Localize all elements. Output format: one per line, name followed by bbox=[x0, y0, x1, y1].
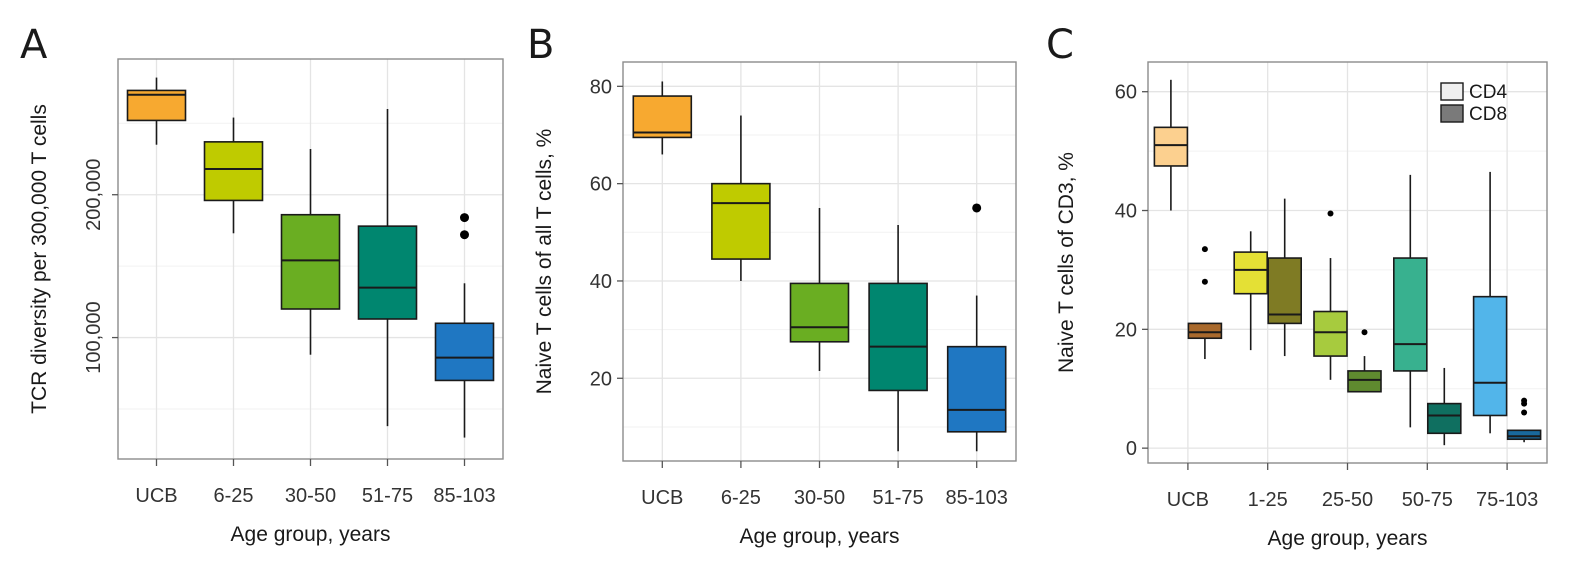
x-tick-label: 30-50 bbox=[285, 485, 336, 507]
x-tick-label: UCB bbox=[1167, 489, 1209, 511]
y-tick-label: 200,000 bbox=[83, 159, 105, 231]
x-axis-label: Age group, years bbox=[1268, 527, 1428, 550]
box-6-25 bbox=[203, 117, 264, 234]
x-tick-label: 1-25 bbox=[1248, 489, 1288, 511]
outlier-point bbox=[972, 203, 982, 213]
box-body bbox=[1472, 295, 1508, 417]
box-50-75-CD8 bbox=[1427, 367, 1462, 446]
box-51-75 bbox=[868, 225, 928, 452]
box-body bbox=[1267, 257, 1302, 325]
y-tick-label: 60 bbox=[1115, 82, 1137, 104]
y-axis-label: Naive T cells of all T cells, % bbox=[533, 129, 556, 395]
chart-panel-a: 100,000 200,000 UCB 6-25 30-50 51-75 85-103 Age… bbox=[28, 58, 504, 546]
box-30-50 bbox=[789, 207, 850, 371]
box-body bbox=[1313, 310, 1348, 357]
box-25-50-CD8 bbox=[1347, 329, 1382, 393]
box-body bbox=[1506, 429, 1542, 441]
x-tick-label: 51-75 bbox=[362, 485, 413, 507]
box-body bbox=[632, 95, 693, 139]
outlier-point bbox=[1201, 278, 1208, 285]
y-tick-label: 80 bbox=[590, 76, 612, 98]
box-body bbox=[1153, 126, 1189, 167]
x-tick-label: 6-25 bbox=[213, 485, 253, 507]
panel-letter-c: C bbox=[1046, 22, 1074, 68]
y-tick-label: 100,000 bbox=[83, 301, 105, 373]
box-body bbox=[946, 345, 1007, 433]
box-UCB-CD8 bbox=[1187, 246, 1223, 360]
box-1-25-CD4 bbox=[1233, 231, 1268, 351]
legend-label-cd4: CD4 bbox=[1469, 82, 1507, 103]
y-axis-label: TCR diversity per 300,000 T cells bbox=[28, 104, 51, 414]
legend-swatch-cd4 bbox=[1440, 82, 1464, 101]
box-UCB bbox=[632, 81, 693, 155]
legend-swatch-cd8 bbox=[1440, 104, 1464, 123]
x-tick-label: 75-103 bbox=[1476, 489, 1538, 511]
box-85-103 bbox=[946, 203, 1007, 452]
chart-panel-c: 0 20 40 60 UCB 1-25 25-50 50-75 75-103 Age group,… bbox=[1055, 61, 1548, 550]
outlier-point bbox=[460, 230, 469, 240]
box-85-103 bbox=[434, 213, 495, 438]
box-body bbox=[1187, 322, 1223, 340]
outlier-point bbox=[1361, 329, 1368, 336]
box-75-103-CD4 bbox=[1472, 171, 1508, 434]
x-axis-label: Age group, years bbox=[231, 523, 391, 546]
box-body bbox=[868, 282, 928, 392]
box-body bbox=[789, 282, 850, 343]
box-body bbox=[711, 182, 771, 260]
outlier-point bbox=[1521, 397, 1528, 404]
box-30-50 bbox=[280, 149, 341, 355]
box-body bbox=[203, 141, 264, 202]
box-51-75 bbox=[357, 109, 418, 427]
box-body bbox=[1427, 402, 1462, 435]
x-tick-label: 85-103 bbox=[433, 485, 495, 507]
y-tick-label: 0 bbox=[1126, 438, 1137, 460]
y-tick-label: 40 bbox=[1115, 201, 1137, 223]
y-tick-label: 60 bbox=[590, 174, 612, 196]
chart-panel-b: 20 40 60 80 UCB 6-25 30-50 51-75 85-103 Age group… bbox=[533, 61, 1017, 548]
x-axis-label: Age group, years bbox=[740, 525, 900, 548]
x-tick-label: 50-75 bbox=[1402, 489, 1453, 511]
outlier-point bbox=[460, 213, 469, 223]
box-UCB bbox=[126, 77, 187, 145]
x-tick-label: UCB bbox=[135, 485, 177, 507]
x-tick-label: 51-75 bbox=[873, 487, 924, 509]
box-50-75-CD4 bbox=[1393, 174, 1428, 428]
box-25-50-CD4 bbox=[1313, 210, 1348, 380]
box-body bbox=[280, 213, 341, 310]
legend-label-cd8: CD8 bbox=[1469, 104, 1507, 125]
y-tick-label: 20 bbox=[590, 368, 612, 390]
box-body bbox=[1347, 370, 1382, 393]
x-tick-label: 25-50 bbox=[1322, 489, 1373, 511]
panel-letter-a: A bbox=[20, 22, 48, 68]
box-body bbox=[434, 322, 495, 382]
panel-letter-b: B bbox=[527, 22, 554, 68]
y-tick-label: 20 bbox=[1115, 319, 1137, 341]
x-tick-label: 30-50 bbox=[794, 487, 845, 509]
box-body bbox=[1233, 251, 1268, 295]
y-axis-label: Naive T cells of CD3, % bbox=[1055, 152, 1078, 373]
box-75-103-CD8 bbox=[1506, 397, 1542, 443]
outlier-point bbox=[1201, 246, 1208, 253]
box-1-25-CD8 bbox=[1267, 198, 1302, 357]
x-tick-label: 85-103 bbox=[946, 487, 1008, 509]
box-6-25 bbox=[711, 115, 771, 281]
x-tick-label: UCB bbox=[641, 487, 683, 509]
box-body bbox=[357, 225, 418, 320]
y-tick-label: 40 bbox=[590, 271, 612, 293]
box-body bbox=[1393, 257, 1428, 372]
box-UCB-CD4 bbox=[1153, 79, 1189, 211]
x-tick-label: 6-25 bbox=[721, 487, 761, 509]
outlier-point bbox=[1327, 210, 1334, 217]
outlier-point bbox=[1521, 409, 1528, 416]
